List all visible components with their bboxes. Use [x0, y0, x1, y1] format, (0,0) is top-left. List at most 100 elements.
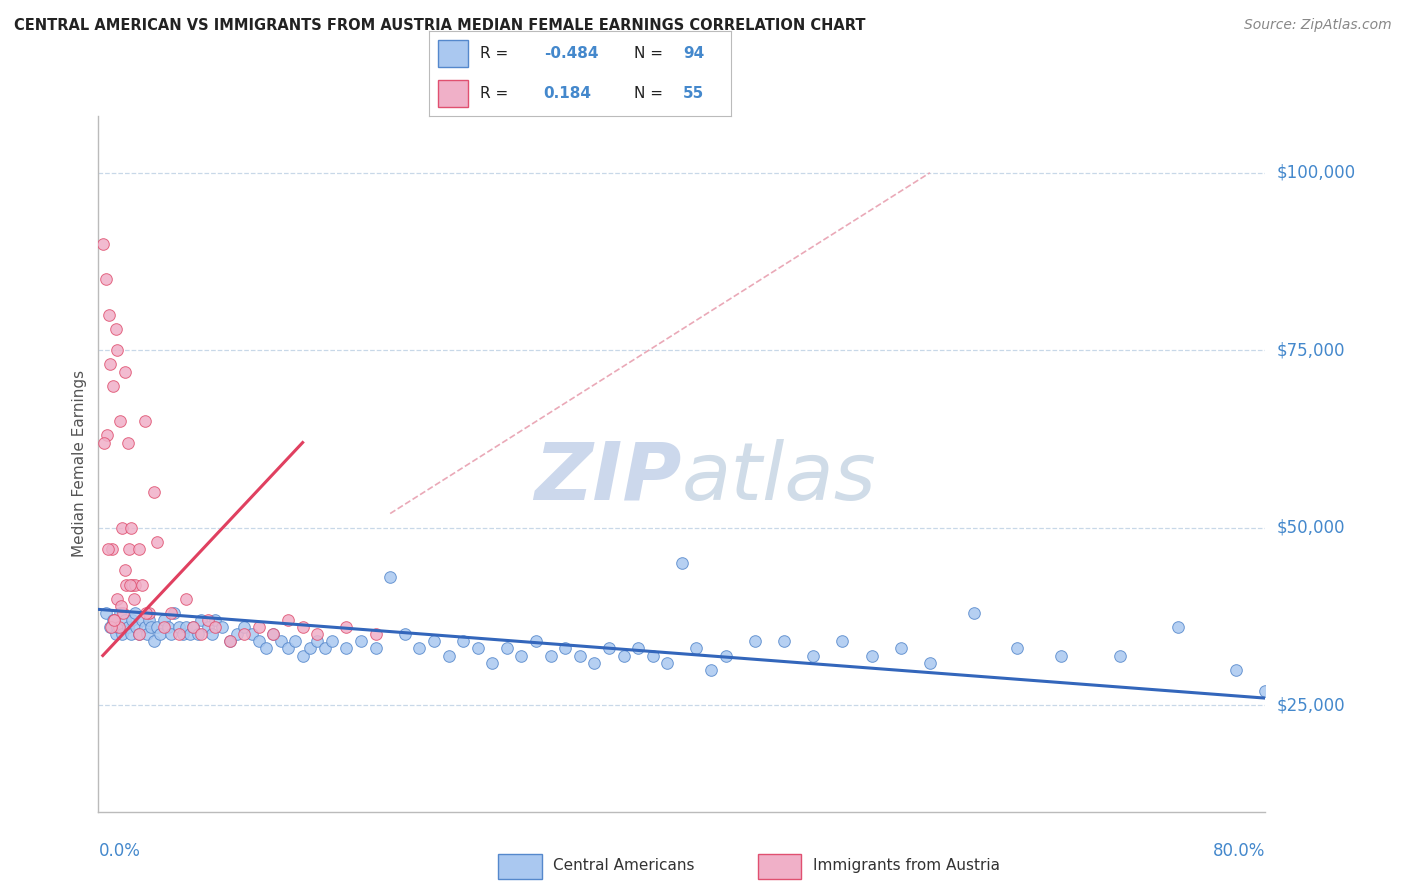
- Point: [307, 634, 329, 648]
- Text: N =: N =: [634, 45, 664, 61]
- Point: [247, 634, 270, 648]
- Point: [801, 648, 824, 663]
- Point: [110, 606, 132, 620]
- Bar: [437, 80, 468, 108]
- Point: [773, 634, 796, 648]
- Point: [153, 613, 176, 627]
- Point: [201, 627, 224, 641]
- Point: [918, 656, 941, 670]
- Text: 0.0%: 0.0%: [98, 842, 141, 860]
- Point: [149, 627, 172, 641]
- Point: [211, 620, 233, 634]
- Point: [270, 634, 292, 648]
- Point: [117, 620, 139, 634]
- Point: [307, 627, 329, 641]
- Point: [744, 634, 766, 648]
- Bar: [437, 40, 468, 67]
- Point: [114, 613, 136, 627]
- Point: [187, 627, 209, 641]
- Point: [101, 613, 124, 627]
- Point: [612, 648, 634, 663]
- Point: [118, 577, 141, 591]
- Point: [142, 485, 165, 500]
- Point: [160, 627, 183, 641]
- Point: [831, 634, 853, 648]
- Point: [111, 521, 134, 535]
- Point: [134, 414, 156, 428]
- Point: [97, 542, 120, 557]
- Point: [100, 542, 122, 557]
- Point: [685, 641, 707, 656]
- Point: [97, 308, 120, 322]
- Point: [174, 591, 197, 606]
- Point: [135, 627, 157, 641]
- Point: [1167, 620, 1189, 634]
- Point: [114, 365, 136, 379]
- Point: [495, 641, 517, 656]
- Point: [96, 428, 118, 442]
- Point: [700, 663, 723, 677]
- Point: [114, 563, 136, 577]
- Point: [190, 613, 212, 627]
- Point: [240, 627, 263, 641]
- Point: [335, 620, 357, 634]
- Point: [335, 641, 357, 656]
- Point: [190, 627, 212, 641]
- Point: [962, 606, 984, 620]
- Point: [233, 620, 256, 634]
- Point: [105, 620, 128, 634]
- Point: [451, 634, 474, 648]
- Text: -0.484: -0.484: [544, 45, 598, 61]
- Point: [115, 577, 138, 591]
- Point: [160, 606, 183, 620]
- Point: [100, 620, 122, 634]
- Point: [101, 378, 124, 392]
- Point: [467, 641, 489, 656]
- Point: [262, 627, 284, 641]
- Text: $50,000: $50,000: [1277, 519, 1346, 537]
- Point: [181, 620, 204, 634]
- Point: [110, 414, 132, 428]
- Text: R =: R =: [481, 45, 509, 61]
- Point: [135, 606, 157, 620]
- Point: [174, 620, 197, 634]
- Point: [233, 627, 256, 641]
- Point: [408, 641, 430, 656]
- Point: [167, 627, 190, 641]
- Point: [378, 570, 402, 584]
- Point: [153, 620, 176, 634]
- Point: [1225, 663, 1247, 677]
- Point: [172, 627, 194, 641]
- Point: [112, 606, 135, 620]
- Point: [105, 343, 128, 358]
- Point: [163, 606, 186, 620]
- Point: [481, 656, 503, 670]
- Point: [146, 620, 169, 634]
- Point: [110, 599, 132, 613]
- Point: [277, 641, 299, 656]
- Bar: [758, 855, 801, 879]
- Point: [167, 620, 190, 634]
- Point: [91, 236, 114, 251]
- Point: [138, 606, 160, 620]
- Point: [1254, 684, 1277, 698]
- Point: [181, 620, 204, 634]
- Point: [121, 577, 143, 591]
- Point: [321, 634, 343, 648]
- Point: [627, 641, 650, 656]
- Point: [583, 656, 606, 670]
- Point: [284, 634, 307, 648]
- Point: [120, 627, 142, 641]
- Point: [671, 556, 693, 570]
- Point: [1050, 648, 1073, 663]
- Text: 94: 94: [683, 45, 704, 61]
- Point: [105, 591, 128, 606]
- Text: 55: 55: [683, 87, 704, 102]
- Point: [291, 648, 314, 663]
- Point: [122, 591, 145, 606]
- Text: 0.184: 0.184: [544, 87, 592, 102]
- Point: [103, 613, 125, 627]
- Point: [111, 627, 134, 641]
- Text: $100,000: $100,000: [1277, 164, 1355, 182]
- Point: [179, 627, 201, 641]
